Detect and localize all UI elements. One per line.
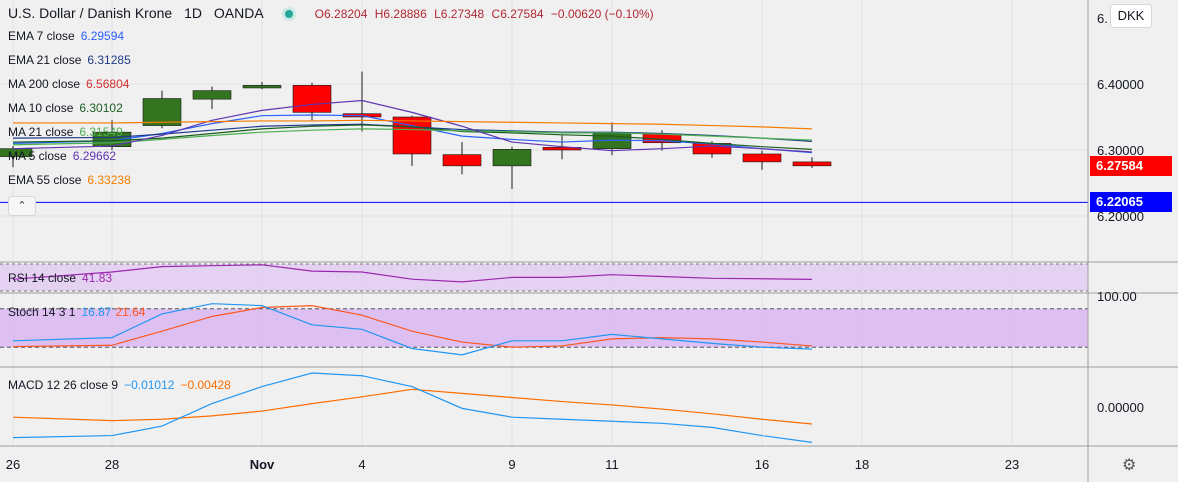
legend-row[interactable]: EMA 55 close 6.33238 — [8, 173, 131, 187]
stoch-d-value: 21.64 — [115, 305, 146, 319]
rsi-legend: RSI 14 close 41.83 — [8, 271, 112, 285]
legend-value: 6.33238 — [87, 173, 131, 187]
last-price-tag: 6.27584 — [1090, 156, 1172, 176]
legend-label: MA 10 close — [8, 101, 74, 115]
rsi-value: 41.83 — [82, 271, 113, 285]
moving-average-line — [12, 114, 813, 154]
close-value: C6.27584 — [491, 7, 544, 21]
legend-row[interactable]: EMA 21 close 6.31285 — [8, 53, 131, 67]
legend-row[interactable]: EMA 7 close 6.29594 — [8, 29, 124, 43]
macd-signal-value: −0.00428 — [180, 378, 231, 392]
rsi-label: RSI 14 close — [8, 271, 77, 285]
low-value: L6.27348 — [434, 7, 485, 21]
rsi-pane — [0, 263, 1088, 292]
x-axis-label: 23 — [1005, 457, 1019, 472]
settings-gear-icon[interactable]: ⚙ — [1122, 457, 1137, 474]
price-axis-label: 6.40000 — [1097, 77, 1144, 92]
x-axis-label: 28 — [105, 457, 119, 472]
x-axis-label: 11 — [605, 457, 619, 472]
candle-body — [492, 149, 532, 167]
legend-row[interactable]: MA 200 close 6.56804 — [8, 77, 129, 91]
stoch-axis-label: 100.00 — [1097, 289, 1137, 304]
moving-averages-layer — [12, 99, 813, 154]
legend-value: 6.29594 — [80, 29, 125, 43]
rsi-line — [12, 264, 813, 283]
hline-price-tag[interactable]: 6.22065 — [1090, 192, 1172, 212]
open-value: O6.28204 — [314, 7, 368, 21]
legend-label: MA 200 close — [8, 77, 81, 91]
x-axis-label: 4 — [358, 457, 365, 472]
interval-label: 1D — [184, 5, 202, 21]
moving-average-line — [13, 119, 813, 130]
collapse-legend-button[interactable]: ⌃ — [8, 196, 36, 216]
x-axis-label: 9 — [508, 457, 515, 472]
legend-label: MA 5 close — [8, 149, 67, 163]
stoch-band — [0, 308, 1088, 348]
legend-label: EMA 7 close — [8, 29, 75, 43]
stoch-pane — [0, 303, 1088, 356]
stoch-k-value: 16.87 — [81, 305, 112, 319]
moving-average-line — [12, 128, 813, 146]
x-axis-label: Nov — [250, 457, 275, 472]
x-axis-label: 26 — [6, 457, 20, 472]
macd-signal-line — [12, 388, 813, 425]
price-axis-label-partial: 6. — [1097, 11, 1108, 26]
stoch-label: Stoch 14 3 1 — [8, 305, 76, 319]
stoch-k-line — [12, 303, 813, 356]
legend-value: 6.30102 — [79, 101, 123, 115]
market-status-icon — [284, 10, 293, 19]
price-axis-label: 6.20000 — [1097, 209, 1144, 224]
source-label: OANDA — [213, 5, 263, 21]
symbol-header[interactable]: U.S. Dollar / Danish Krone 1D OANDA O6.2… — [8, 5, 658, 21]
legend-row[interactable]: MA 21 close 6.31549 — [8, 125, 123, 139]
legend-row[interactable]: MA 5 close 6.29662 — [8, 149, 116, 163]
symbol-name: U.S. Dollar / Danish Krone — [8, 5, 173, 21]
legend-row[interactable]: MA 10 close 6.30102 — [8, 101, 123, 115]
moving-average-line — [12, 123, 813, 143]
candle-body — [442, 154, 482, 167]
candle-body — [242, 85, 282, 89]
candle-body — [192, 90, 232, 100]
stoch-legend: Stoch 14 3 1 16.87 21.64 — [8, 305, 145, 319]
ohlc-values: O6.28204 H6.28886 L6.27348 C6.27584 −0.0… — [315, 7, 658, 21]
legend-label: EMA 21 close — [8, 53, 82, 67]
legend-value: 6.31549 — [79, 125, 123, 139]
macd-label: MACD 12 26 close 9 — [8, 378, 119, 392]
legend-value: 6.29662 — [72, 149, 117, 163]
legend-value: 6.56804 — [86, 77, 130, 91]
change-value: −0.00620 (−0.10%) — [550, 7, 654, 21]
grid-lines — [0, 0, 1088, 446]
candle-body — [142, 98, 182, 126]
macd-value: −0.01012 — [124, 378, 175, 392]
currency-button[interactable]: DKK — [1110, 4, 1152, 28]
moving-average-line — [12, 99, 813, 153]
macd-axis-label: 0.00000 — [1097, 400, 1144, 415]
legend-value: 6.31285 — [87, 53, 131, 67]
legend-label: MA 21 close — [8, 125, 74, 139]
moving-average-line — [12, 124, 813, 150]
candle-body — [742, 153, 782, 163]
stoch-d-line — [12, 304, 813, 348]
chevron-up-icon: ⌃ — [17, 200, 27, 212]
x-axis-label: 16 — [755, 457, 769, 472]
x-axis-label: 18 — [855, 457, 869, 472]
macd-legend: MACD 12 26 close 9 −0.01012 −0.00428 — [8, 378, 231, 392]
legend-label: EMA 55 close — [8, 173, 82, 187]
macd-line — [12, 372, 813, 443]
macd-pane — [12, 372, 813, 443]
candle-body — [292, 85, 332, 113]
high-value: H6.28886 — [374, 7, 427, 21]
price-axis-label: 6.30000 — [1097, 143, 1144, 158]
candle-body — [792, 161, 832, 167]
